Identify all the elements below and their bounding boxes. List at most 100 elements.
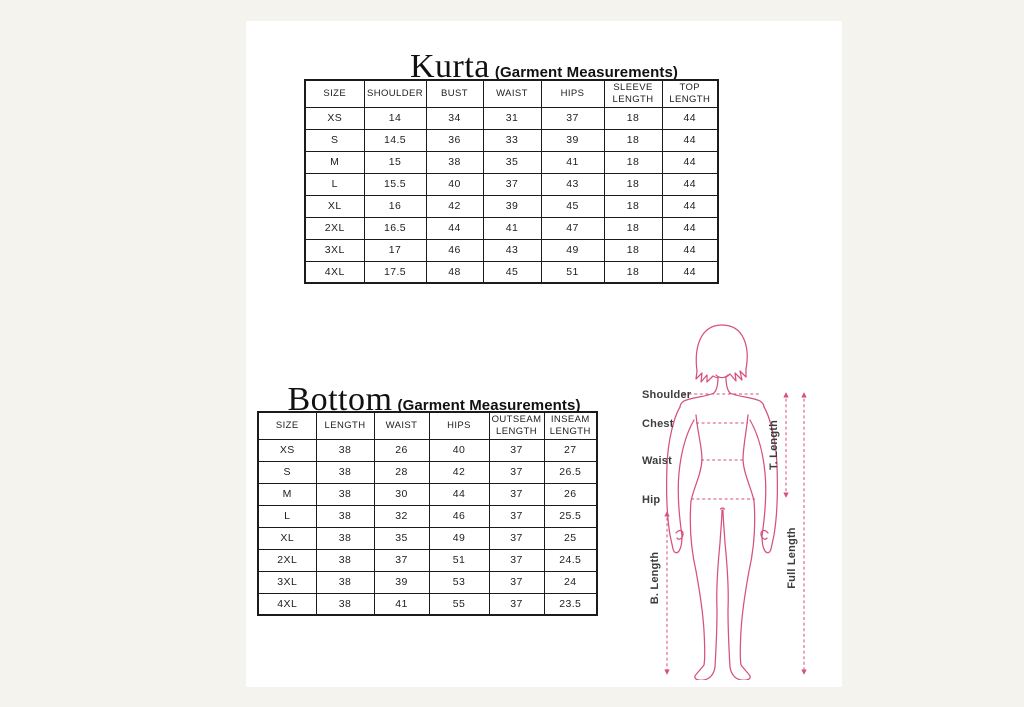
- header-row: SIZE SHOULDER BUST WAIST HIPS SLEEVE LENGTH TO…: [304, 79, 719, 108]
- measurement-cell: 45: [482, 260, 542, 284]
- size-row: XS 38 26 40 37 27: [257, 438, 598, 462]
- measurement-cell: 37: [488, 460, 545, 484]
- column-header: WAIST: [482, 79, 542, 108]
- measurement-cell: 15: [363, 150, 427, 174]
- measurement-cell: 51: [428, 548, 490, 572]
- kurta-heading: Kurta (Garment Measurements): [246, 48, 842, 86]
- measurement-cell: 37: [488, 438, 545, 462]
- measurement-cell: 38: [315, 482, 375, 506]
- measurement-cell: 24: [543, 570, 598, 594]
- column-header: HIPS: [428, 411, 490, 440]
- measurement-cell: 37: [488, 570, 545, 594]
- measurement-cell: 46: [425, 238, 484, 262]
- measurement-cell: 18: [603, 106, 663, 130]
- measurement-cell: 2XL: [257, 548, 317, 572]
- measurement-cell: 44: [661, 172, 719, 196]
- measurement-cell: 16.5: [363, 216, 427, 240]
- measurement-cell: 51: [540, 260, 605, 284]
- measurement-cell: 49: [540, 238, 605, 262]
- measurement-cell: 38: [425, 150, 484, 174]
- measurement-cell: 18: [603, 172, 663, 196]
- column-header: LENGTH: [315, 411, 375, 440]
- measurement-cell: 14: [363, 106, 427, 130]
- measurement-cell: 37: [540, 106, 605, 130]
- measurement-cell: 18: [603, 194, 663, 218]
- measurement-cell: 2XL: [304, 216, 365, 240]
- bottom-subtitle: (Garment Measurements): [397, 397, 581, 414]
- hip-label: Hip: [642, 494, 660, 506]
- measurement-cell: 15.5: [363, 172, 427, 196]
- measurement-cell: 35: [373, 526, 430, 550]
- column-header: WAIST: [373, 411, 430, 440]
- size-row: XL 16 42 39 45 18 44: [304, 194, 719, 218]
- size-row: 2XL 16.5 44 41 47 18 44: [304, 216, 719, 240]
- measurement-cell: 18: [603, 216, 663, 240]
- measurement-cell: 37: [488, 482, 545, 506]
- header-row: SIZE LENGTH WAIST HIPS OUTSEAM LENGTH INSEAM …: [257, 411, 598, 440]
- measurement-cell: 30: [373, 482, 430, 506]
- measurement-cell: 26: [543, 482, 598, 506]
- column-header: OUTSEAM LENGTH: [488, 411, 545, 440]
- column-header: SIZE: [304, 79, 365, 108]
- measurement-cell: XS: [304, 106, 365, 130]
- measurement-cell: 43: [482, 238, 542, 262]
- top-length-label: T. Length: [768, 420, 780, 470]
- measurement-cell: 38: [315, 526, 375, 550]
- size-chart-panel: Kurta (Garment Measurements) SIZE SHOULDER…: [246, 21, 842, 687]
- measurement-cell: 44: [661, 194, 719, 218]
- measurement-cell: 26.5: [543, 460, 598, 484]
- measurement-cell: 44: [661, 238, 719, 262]
- measurement-cell: XL: [257, 526, 317, 550]
- shoulder-label: Shoulder: [642, 389, 692, 401]
- measurement-cell: 3XL: [304, 238, 365, 262]
- measurement-cell: S: [257, 460, 317, 484]
- measurement-cell: 42: [425, 194, 484, 218]
- measurement-cell: 32: [373, 504, 430, 528]
- measurement-cell: 44: [661, 216, 719, 240]
- measurement-cell: 34: [425, 106, 484, 130]
- measurement-cell: 17.5: [363, 260, 427, 284]
- column-header: BUST: [425, 79, 484, 108]
- measurement-cell: 28: [373, 460, 430, 484]
- measurement-cell: 40: [425, 172, 484, 196]
- measurement-cell: 35: [482, 150, 542, 174]
- measurement-cell: 37: [488, 526, 545, 550]
- measurement-cell: 46: [428, 504, 490, 528]
- measurement-cell: 38: [315, 548, 375, 572]
- measurement-cell: 42: [428, 460, 490, 484]
- measurement-cell: 4XL: [304, 260, 365, 284]
- measurement-cell: M: [304, 150, 365, 174]
- column-header: HIPS: [540, 79, 605, 108]
- size-row: L 38 32 46 37 25.5: [257, 504, 598, 528]
- measurement-cell: 41: [373, 592, 430, 616]
- measurement-cell: XL: [304, 194, 365, 218]
- measurement-cell: 44: [425, 216, 484, 240]
- size-row: M 38 30 44 37 26: [257, 482, 598, 506]
- measurement-figure: Shoulder Chest Waist Hip T. Length Full …: [634, 315, 824, 680]
- size-row: 4XL 17.5 48 45 51 18 44: [304, 260, 719, 284]
- measurement-cell: 37: [488, 548, 545, 572]
- size-row: 2XL 38 37 51 37 24.5: [257, 548, 598, 572]
- body-outline-icon: [666, 324, 778, 680]
- measurement-cell: S: [304, 128, 365, 152]
- measurement-cell: 18: [603, 260, 663, 284]
- measurement-cell: 39: [482, 194, 542, 218]
- chest-label: Chest: [642, 418, 674, 430]
- size-row: 4XL 38 41 55 37 23.5: [257, 592, 598, 616]
- measurement-cell: 18: [603, 238, 663, 262]
- measurement-cell: 48: [425, 260, 484, 284]
- measurement-cell: 26: [373, 438, 430, 462]
- measurement-cell: 38: [315, 592, 375, 616]
- measurement-cell: 3XL: [257, 570, 317, 594]
- measurement-cell: L: [257, 504, 317, 528]
- measurement-cell: 53: [428, 570, 490, 594]
- measurement-cell: 37: [488, 504, 545, 528]
- measurement-cell: 23.5: [543, 592, 598, 616]
- measurement-cell: 55: [428, 592, 490, 616]
- measurement-cell: 24.5: [543, 548, 598, 572]
- measurement-cell: 40: [428, 438, 490, 462]
- measurement-cell: 44: [661, 128, 719, 152]
- size-row: 3XL 38 39 53 37 24: [257, 570, 598, 594]
- bottom-length-label: B. Length: [649, 552, 661, 605]
- measurement-cell: 33: [482, 128, 542, 152]
